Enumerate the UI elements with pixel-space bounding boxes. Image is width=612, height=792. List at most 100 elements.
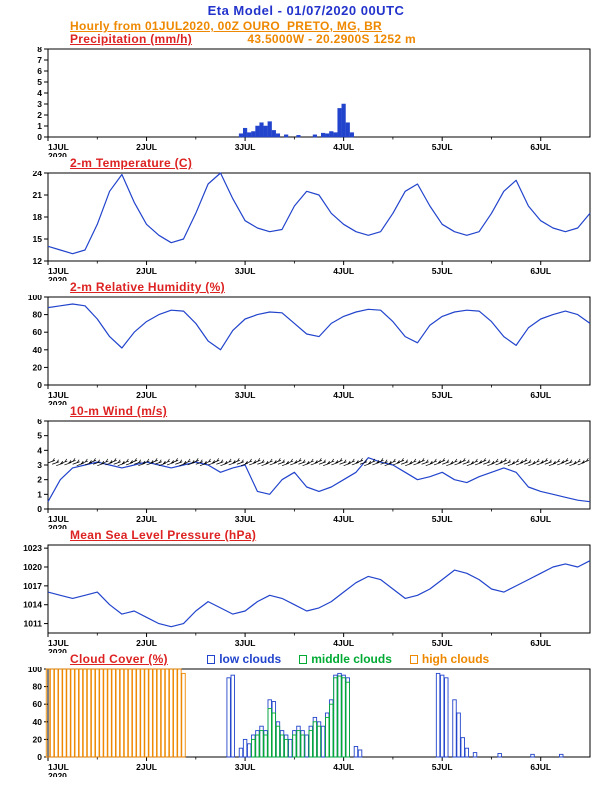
svg-text:2020: 2020 [48,523,67,529]
svg-text:6JUL: 6JUL [530,514,551,524]
svg-text:4JUL: 4JUL [333,390,354,400]
svg-text:4JUL: 4JUL [333,514,354,524]
svg-text:2020: 2020 [48,275,67,281]
legend-label-high-clouds: high clouds [421,652,490,666]
panel-title-cloud-cover: Cloud Cover (%) [70,652,168,666]
svg-text:80: 80 [33,682,43,692]
page-title: Eta Model - 01/07/2020 00UTC [207,3,405,18]
cloud-legend: low clouds middle clouds high clouds [207,653,489,666]
svg-text:1: 1 [37,489,42,499]
svg-text:5JUL: 5JUL [432,266,453,276]
panel-cloud-cover: Cloud Cover (%) low clouds middle clouds… [0,653,612,777]
svg-text:0: 0 [37,504,42,514]
svg-text:60: 60 [33,699,43,709]
svg-text:0: 0 [37,752,42,762]
svg-text:1JUL: 1JUL [48,762,69,772]
cloud-cover-chart: 0 20 40 60 80 100 1JUL2020 2JUL 3JUL 4JUL 5JUL 6JUL [28,667,591,777]
svg-text:7: 7 [37,55,42,65]
svg-text:6JUL: 6JUL [530,762,551,772]
panel-title-relative-humidity: 2-m Relative Humidity (%) [70,280,225,294]
svg-text:20: 20 [33,734,43,744]
panel-title-mslp: Mean Sea Level Pressure (hPa) [70,528,257,542]
svg-text:20: 20 [33,362,43,372]
svg-text:21: 21 [33,190,43,200]
svg-text:2020: 2020 [48,151,67,157]
svg-text:6JUL: 6JUL [530,266,551,276]
svg-text:2JUL: 2JUL [136,266,157,276]
svg-text:80: 80 [33,310,43,320]
svg-text:0: 0 [37,380,42,390]
svg-text:1JUL: 1JUL [48,390,69,400]
station-coordinates: 43.5000W - 20.2900S 1252 m [247,32,416,46]
svg-text:2: 2 [37,110,42,120]
svg-text:5: 5 [37,431,42,441]
panel-title-temperature: 2-m Temperature (C) [70,156,193,170]
svg-text:1017: 1017 [23,581,42,591]
panel-relative-humidity: 2-m Relative Humidity (%) 0 20 40 60 80 100 1J… [0,281,612,405]
low-clouds-swatch-icon [207,655,216,664]
svg-text:1: 1 [37,121,42,131]
svg-text:2020: 2020 [48,399,67,405]
svg-text:0: 0 [37,132,42,142]
svg-text:5: 5 [37,77,42,87]
svg-text:1023: 1023 [23,543,42,553]
svg-text:4: 4 [37,445,42,455]
svg-text:60: 60 [33,327,43,337]
legend-item-low-clouds: low clouds [207,653,281,666]
svg-text:1JUL: 1JUL [48,266,69,276]
svg-text:3JUL: 3JUL [235,638,256,648]
svg-text:1014: 1014 [23,600,42,610]
svg-text:12: 12 [33,256,43,266]
mslp-chart: 1011 1014 1017 1020 1023 1JUL2020 2JUL 3JUL 4JUL… [23,543,591,653]
svg-text:1011: 1011 [24,619,43,629]
relative-humidity-chart: 0 20 40 60 80 100 1JUL2020 2JUL 3JUL 4JUL 5JUL 6JUL [28,295,591,405]
panel-title-precipitation: Precipitation (mm/h) [70,32,193,46]
middle-clouds-swatch-icon [299,655,308,664]
svg-text:2020: 2020 [48,771,67,777]
svg-text:5JUL: 5JUL [432,514,453,524]
svg-text:4JUL: 4JUL [333,762,354,772]
svg-text:3: 3 [37,99,42,109]
svg-text:2JUL: 2JUL [136,762,157,772]
svg-text:4JUL: 4JUL [333,266,354,276]
svg-text:1JUL: 1JUL [48,514,69,524]
svg-text:2JUL: 2JUL [136,638,157,648]
svg-text:3JUL: 3JUL [235,142,256,152]
svg-text:1020: 1020 [23,562,42,572]
legend-label-middle-clouds: middle clouds [311,652,392,666]
svg-text:40: 40 [33,345,43,355]
legend-label-low-clouds: low clouds [219,652,282,666]
svg-text:100: 100 [28,667,42,674]
svg-text:3: 3 [37,460,42,470]
svg-text:2JUL: 2JUL [136,390,157,400]
svg-text:6JUL: 6JUL [530,638,551,648]
svg-text:1JUL: 1JUL [48,638,69,648]
svg-text:3JUL: 3JUL [235,762,256,772]
svg-text:18: 18 [33,212,43,222]
svg-text:1JUL: 1JUL [48,142,69,152]
svg-text:4: 4 [37,88,42,98]
svg-text:15: 15 [33,234,43,244]
svg-text:4JUL: 4JUL [333,142,354,152]
svg-text:2020: 2020 [48,647,67,653]
svg-text:5JUL: 5JUL [432,142,453,152]
panel-title-wind: 10-m Wind (m/s) [70,404,168,418]
svg-text:4JUL: 4JUL [333,638,354,648]
svg-text:5JUL: 5JUL [432,638,453,648]
panel-wind: 10-m Wind (m/s) 0 1 2 3 4 5 6 1JUL 2020 2JUL 3JUL 4… [0,405,612,529]
svg-text:3JUL: 3JUL [235,514,256,524]
temperature-chart: 12 15 18 21 24 1JUL2020 2JUL 3JUL 4JUL 5JUL 6JUL [33,171,591,281]
page-subtitle: Hourly from 01JUL2020, 00Z OURO_PRETO, M… [70,19,383,33]
svg-text:2: 2 [37,475,42,485]
legend-item-middle-clouds: middle clouds [299,653,392,666]
panel-mslp: Mean Sea Level Pressure (hPa) 1011 1014 10… [0,529,612,653]
svg-text:3JUL: 3JUL [235,266,256,276]
svg-text:5JUL: 5JUL [432,390,453,400]
panel-temperature: 2-m Temperature (C) 12 15 18 21 24 1JUL 2020 2J… [0,157,612,281]
svg-text:40: 40 [33,717,43,727]
svg-text:24: 24 [33,171,43,178]
wind-chart: 0 1 2 3 4 5 6 1JUL2020 2JUL 3JUL 4JUL 5JUL 6JUL [37,419,591,529]
svg-text:3JUL: 3JUL [235,390,256,400]
